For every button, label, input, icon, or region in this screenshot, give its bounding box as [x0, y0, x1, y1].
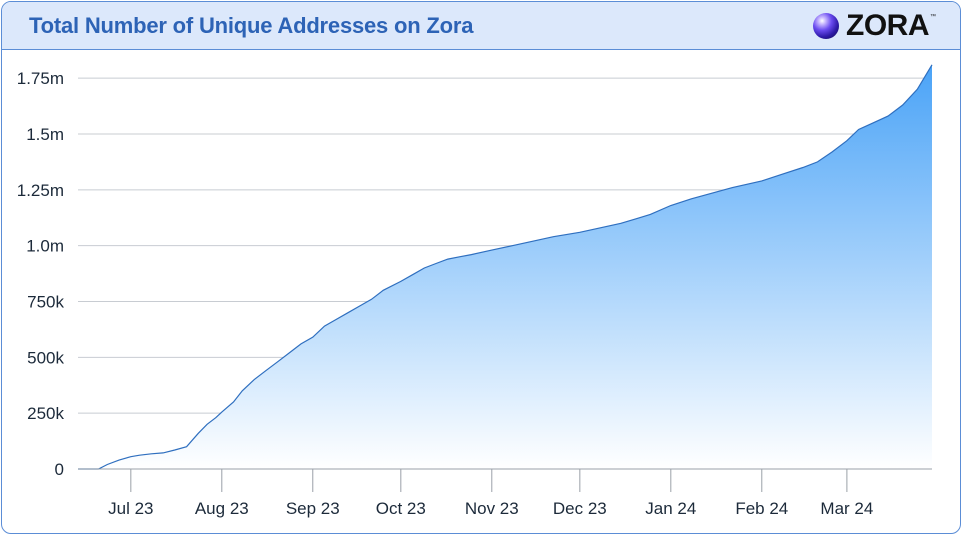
x-tick-label: Sep 23	[286, 499, 340, 518]
zora-orb-icon	[813, 13, 839, 39]
x-tick-label: Dec 23	[553, 499, 607, 518]
x-tick-label: Aug 23	[195, 499, 249, 518]
series-line	[78, 64, 933, 470]
zora-logo-trademark: ™	[930, 14, 936, 20]
zora-logo-text: ZORA	[846, 9, 930, 42]
y-tick-label: 1.5m	[26, 125, 64, 144]
x-axis-ticks: Jul 23 Aug 23 Sep 23 Oct 23 Nov 23 Dec 23 Jan …	[108, 469, 873, 518]
chart-header: Total Number of Unique Addresses on Zora…	[2, 2, 960, 50]
x-tick-label: Jul 23	[108, 499, 153, 518]
x-tick-label: Mar 24	[820, 499, 873, 518]
x-tick-label: Feb 24	[735, 499, 788, 518]
x-tick-label: Jan 24	[645, 499, 696, 518]
chart-title: Total Number of Unique Addresses on Zora	[29, 13, 474, 38]
y-axis-tick-labels: 0 250k 500k 750k 1.0m 1.25m 1.5m 1.75m	[17, 69, 65, 479]
y-tick-label: 0	[55, 460, 64, 479]
y-tick-label: 500k	[27, 348, 64, 367]
y-tick-label: 1.75m	[17, 69, 64, 88]
zora-logo: ZORA ™	[813, 9, 936, 42]
x-tick-label: Nov 23	[465, 499, 519, 518]
x-tick-label: Oct 23	[376, 499, 426, 518]
y-tick-label: 1.25m	[17, 181, 64, 200]
y-tick-label: 250k	[27, 404, 64, 423]
y-tick-label: 1.0m	[26, 237, 64, 256]
series-area	[78, 64, 932, 470]
y-tick-label: 750k	[27, 293, 64, 312]
